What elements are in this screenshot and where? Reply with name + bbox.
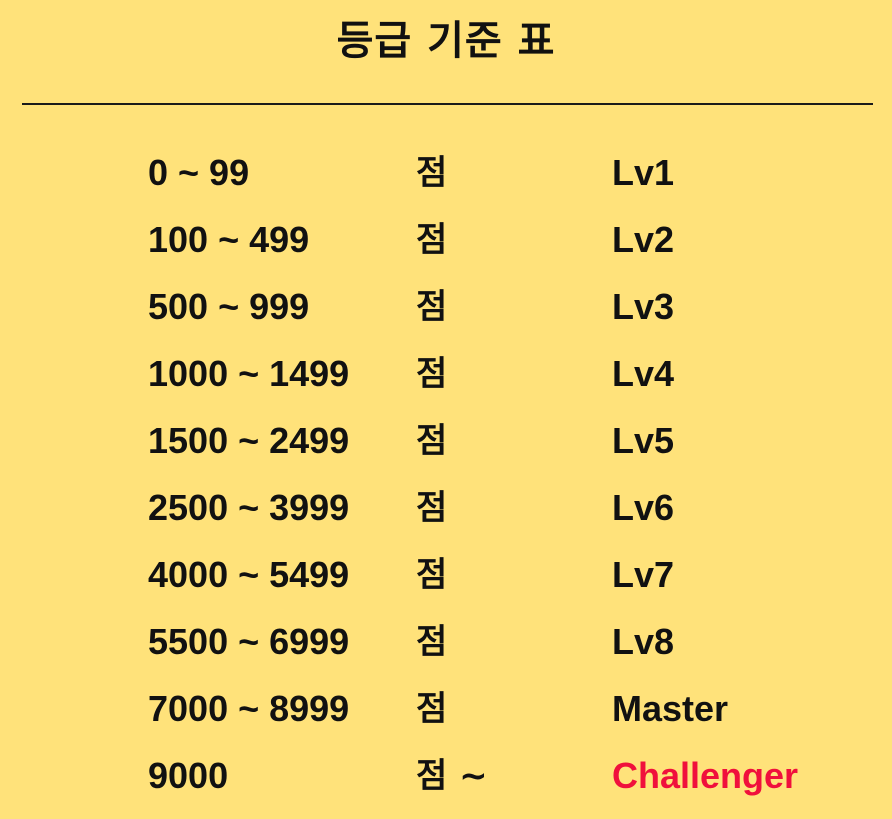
grade-row: 9000 점 ~ Challenger bbox=[148, 745, 868, 812]
score-unit: 점 bbox=[416, 622, 448, 662]
score-unit: 점 bbox=[416, 287, 448, 327]
score-unit: 점 bbox=[416, 555, 448, 595]
score-range: 9000 bbox=[148, 755, 229, 796]
grade-label: Master bbox=[612, 688, 729, 729]
score-range: 1500 ~ 2499 bbox=[148, 420, 350, 461]
grade-label: Lv4 bbox=[612, 353, 675, 394]
grade-label: Lv5 bbox=[612, 420, 675, 461]
score-unit: 점 bbox=[416, 488, 448, 528]
grade-row: 0 ~ 99 점 Lv1 bbox=[148, 142, 868, 209]
grade-label: Lv1 bbox=[612, 152, 675, 193]
score-range: 0 ~ 99 bbox=[148, 152, 250, 193]
grade-label: Lv6 bbox=[612, 487, 675, 528]
grade-label: Lv2 bbox=[612, 219, 675, 260]
score-range: 2500 ~ 3999 bbox=[148, 487, 350, 528]
page-title: 등급 기준 표 bbox=[336, 18, 556, 64]
score-unit: 점 ~ bbox=[416, 756, 488, 796]
score-range: 5500 ~ 6999 bbox=[148, 621, 350, 662]
grade-row: 4000 ~ 5499 점 Lv7 bbox=[148, 544, 868, 611]
grade-table: 0 ~ 99 점 Lv1 100 ~ 499 점 Lv2 500 ~ 999 점… bbox=[148, 142, 868, 812]
grade-label-challenger: Challenger bbox=[612, 755, 799, 796]
grade-row: 5500 ~ 6999 점 Lv8 bbox=[148, 611, 868, 678]
grade-row: 7000 ~ 8999 점 Master bbox=[148, 678, 868, 745]
score-unit: 점 bbox=[416, 220, 448, 260]
grade-label: Lv8 bbox=[612, 621, 675, 662]
grade-row: 100 ~ 499 점 Lv2 bbox=[148, 209, 868, 276]
grade-row: 2500 ~ 3999 점 Lv6 bbox=[148, 477, 868, 544]
score-unit: 점 bbox=[416, 421, 448, 461]
score-range: 4000 ~ 5499 bbox=[148, 554, 350, 595]
grade-row: 1500 ~ 2499 점 Lv5 bbox=[148, 410, 868, 477]
score-unit: 점 bbox=[416, 354, 448, 394]
score-range: 500 ~ 999 bbox=[148, 286, 310, 327]
grade-row: 1000 ~ 1499 점 Lv4 bbox=[148, 343, 868, 410]
score-unit: 점 bbox=[416, 153, 448, 193]
score-range: 100 ~ 499 bbox=[148, 219, 310, 260]
score-range: 7000 ~ 8999 bbox=[148, 688, 350, 729]
grade-row: 500 ~ 999 점 Lv3 bbox=[148, 276, 868, 343]
score-range: 1000 ~ 1499 bbox=[148, 353, 350, 394]
score-unit: 점 bbox=[416, 689, 448, 729]
grade-label: Lv7 bbox=[612, 554, 675, 595]
title-divider bbox=[22, 103, 873, 105]
grade-label: Lv3 bbox=[612, 286, 675, 327]
